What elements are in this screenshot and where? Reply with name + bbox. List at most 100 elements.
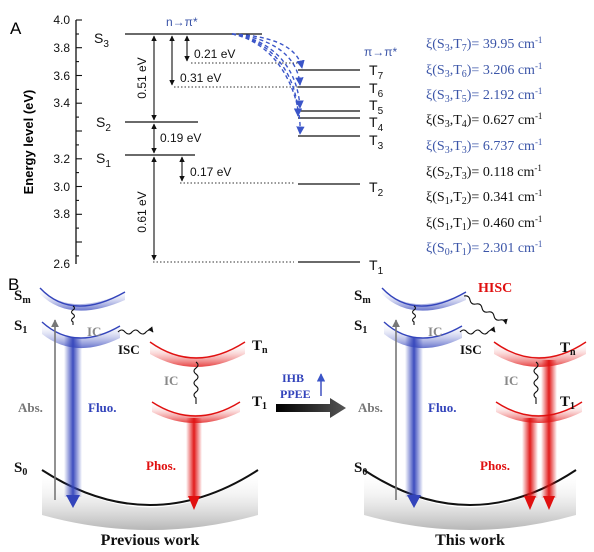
- s0-label: S0: [14, 460, 27, 478]
- ic-label: IC: [87, 324, 101, 339]
- panel-a-letter: A: [10, 19, 22, 38]
- t1-bowl: [496, 402, 582, 423]
- fluorescence-arrow: [405, 337, 423, 497]
- fluorescence-arrow: [64, 337, 82, 497]
- pi-pi-label: π→π*: [364, 45, 398, 59]
- gap-label-019: 0.19 eV: [160, 131, 201, 145]
- scheme-this-work: Sm S1 S0 Tn T1 IC IC ISC HISC Abs. Fluo.…: [354, 281, 587, 549]
- gap-arrows: [151, 35, 190, 261]
- hisc-wave: [463, 295, 508, 325]
- caption-this-work: This work: [435, 532, 505, 549]
- tn-bowl: [494, 342, 586, 367]
- ic-wave-triplet: [193, 361, 199, 404]
- s2-label: S2: [96, 114, 111, 134]
- y-axis-label: Energy level (eV): [21, 90, 36, 195]
- middle-transition: IHB PPEE: [276, 371, 346, 418]
- gap-label-017: 0.17 eV: [190, 165, 231, 179]
- abs-label: Abs.: [358, 400, 383, 415]
- fluo-label: Fluo.: [88, 400, 117, 415]
- ic-label: IC: [428, 324, 442, 339]
- phosphorescence-arrow-tn: [541, 360, 557, 498]
- ppee-label: PPEE: [280, 387, 311, 401]
- isc-wave: [117, 326, 154, 335]
- n-pi-label: n→π*: [166, 15, 198, 29]
- y-tick-label: 3.6: [53, 69, 70, 83]
- sm-bowl: [382, 288, 466, 311]
- t1-bowl: [152, 402, 240, 423]
- panel-b: B: [8, 275, 587, 549]
- panel-a: A 4.0 3.8 3.6 3.4 3.2 3.0 3.8 2.6 Energy…: [10, 13, 542, 277]
- t3-label: T3: [369, 132, 384, 152]
- soc-s3-t7: ξ(S3,T7)= 39.95 cm-1: [426, 35, 542, 54]
- sm-bowl: [40, 288, 125, 311]
- gap-label-051: 0.51 eV: [135, 57, 149, 98]
- ic-wave-singlet: [411, 305, 417, 325]
- gap-label-061: 0.61 eV: [135, 191, 149, 232]
- y-tick-label: 4.0: [53, 13, 70, 27]
- soc-s3-t6: ξ(S3,T6)= 3.206 cm-1: [426, 61, 542, 80]
- fluo-label: Fluo.: [428, 400, 457, 415]
- panel-b-letter: B: [8, 275, 19, 294]
- ic-wave-triplet: [533, 361, 539, 404]
- isc-curves: [231, 33, 305, 135]
- y-tick-label: 3.8: [53, 207, 70, 221]
- t4-label: T4: [369, 114, 384, 134]
- s3-label: S3: [94, 30, 109, 50]
- s1-label: S1: [14, 318, 27, 336]
- gap-label-021: 0.21 eV: [194, 47, 235, 61]
- sm-label: Sm: [354, 288, 371, 306]
- s1-bowl: [42, 322, 120, 349]
- y-tick-label: 3.4: [53, 96, 70, 110]
- soc-list: ξ(S3,T7)= 39.95 cm-1 ξ(S3,T6)= 3.206 cm-…: [426, 35, 542, 258]
- phos-label: Phos.: [480, 458, 510, 473]
- ic-wave-singlet: [70, 305, 76, 325]
- y-tick-label: 3.0: [53, 180, 70, 194]
- s1-bowl: [384, 322, 462, 349]
- ihb-label: IHB: [282, 371, 304, 385]
- abs-label: Abs.: [18, 400, 43, 415]
- right-arrow-icon: [276, 398, 346, 418]
- s1-label: S1: [96, 150, 111, 170]
- tn-bowl: [150, 342, 245, 367]
- t1-label: T1: [369, 257, 384, 277]
- tn-label: Tn: [252, 338, 268, 356]
- sm-label: Sm: [14, 288, 31, 306]
- soc-s3-t5: ξ(S3,T5)= 2.192 cm-1: [426, 86, 542, 105]
- singlet-levels: [125, 33, 262, 156]
- t6-label: T6: [369, 80, 384, 100]
- phosphorescence-arrow: [186, 418, 202, 498]
- t1-label: T1: [252, 394, 267, 412]
- y-tick-label: 3.2: [53, 152, 70, 166]
- y-ticks: [76, 19, 82, 257]
- s0-bowl: [364, 470, 576, 530]
- y-tick-label: 2.6: [53, 257, 70, 271]
- s0-bowl: [42, 470, 258, 530]
- soc-s1-t2: ξ(S1,T2)= 0.341 cm-1: [426, 188, 542, 207]
- hisc-label: HISC: [478, 281, 512, 296]
- s0-label: S0: [354, 460, 367, 478]
- isc-wave: [459, 326, 496, 335]
- ic-label-triplet: IC: [504, 373, 518, 388]
- caption-previous: Previous work: [101, 532, 200, 549]
- isc-label: ISC: [118, 342, 140, 357]
- isc-label: ISC: [460, 342, 482, 357]
- t1-label: T1: [560, 394, 575, 412]
- soc-s3-t4: ξ(S3,T4)= 0.627 cm-1: [426, 111, 542, 130]
- s1-label: S1: [354, 318, 367, 336]
- t5-label: T5: [369, 97, 384, 117]
- t2-label: T2: [369, 179, 384, 199]
- scheme-previous: Sm S1 S0 Tn T1 IC IC ISC Abs. Fluo. Phos…: [14, 287, 268, 549]
- reference-dotted-lines: [153, 62, 298, 263]
- ic-label-triplet: IC: [164, 373, 178, 388]
- phos-label: Phos.: [146, 458, 176, 473]
- y-tick-labels: 4.0 3.8 3.6 3.4 3.2 3.0 3.8 2.6: [53, 13, 70, 271]
- phosphorescence-arrow-t1: [522, 418, 538, 498]
- t7-label: T7: [369, 62, 384, 82]
- gap-label-031: 0.31 eV: [180, 71, 221, 85]
- triplet-levels: [298, 69, 360, 263]
- soc-s3-t3: ξ(S3,T3)= 6.737 cm-1: [426, 137, 542, 156]
- soc-s2-t3: ξ(S2,T3)= 0.118 cm-1: [426, 163, 542, 182]
- y-tick-label: 3.8: [53, 41, 70, 55]
- soc-s1-t1: ξ(S1,T1)= 0.460 cm-1: [426, 214, 542, 233]
- tn-label: Tn: [560, 340, 576, 358]
